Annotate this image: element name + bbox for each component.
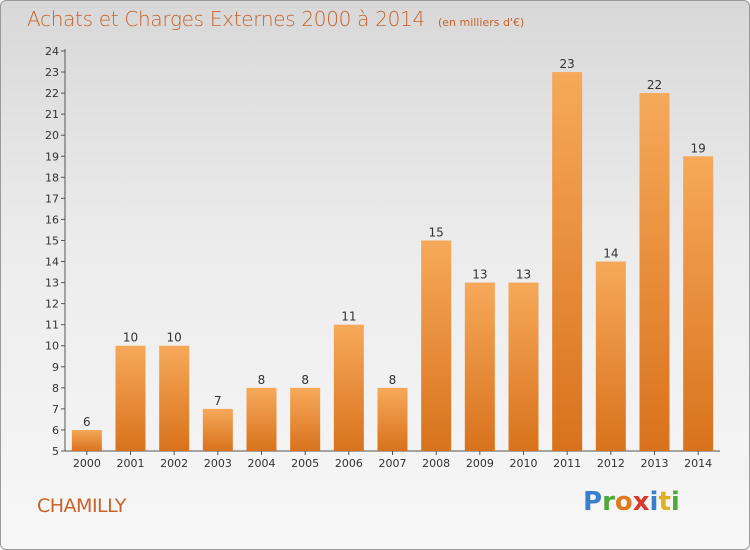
data-label: 10 bbox=[167, 331, 182, 345]
data-label: 8 bbox=[258, 373, 266, 387]
data-label: 22 bbox=[647, 78, 662, 92]
data-label: 11 bbox=[341, 310, 356, 324]
data-label: 19 bbox=[691, 141, 706, 155]
data-label: 7 bbox=[214, 394, 222, 408]
y-tick-label: 8 bbox=[52, 382, 59, 395]
x-tick-label: 2012 bbox=[597, 457, 625, 470]
bar bbox=[333, 324, 364, 451]
data-label: 10 bbox=[123, 331, 138, 345]
x-tick-label: 2000 bbox=[73, 457, 101, 470]
bar bbox=[421, 240, 452, 451]
y-tick-label: 18 bbox=[45, 171, 59, 184]
bar bbox=[639, 93, 670, 452]
proxiti-logo: Proxiti bbox=[583, 487, 680, 517]
y-tick-label: 11 bbox=[45, 319, 59, 332]
x-tick-label: 2005 bbox=[291, 457, 319, 470]
data-label: 13 bbox=[516, 268, 531, 282]
y-tick-label: 14 bbox=[45, 256, 59, 269]
x-tick-label: 2003 bbox=[204, 457, 232, 470]
bar bbox=[71, 429, 102, 451]
y-tick-label: 23 bbox=[45, 66, 59, 79]
x-tick-label: 2006 bbox=[335, 457, 363, 470]
x-tick-label: 2007 bbox=[379, 457, 407, 470]
data-label: 6 bbox=[83, 415, 91, 429]
y-tick-label: 22 bbox=[45, 87, 59, 100]
y-tick-label: 6 bbox=[52, 424, 59, 437]
y-tick-label: 9 bbox=[52, 361, 59, 374]
y-tick-label: 13 bbox=[45, 277, 59, 290]
logo-letter: i bbox=[649, 487, 659, 517]
bar bbox=[115, 345, 146, 451]
chart-unit: (en milliers d'€) bbox=[437, 16, 525, 29]
logo-letter: P bbox=[583, 487, 603, 517]
bar bbox=[377, 387, 408, 451]
data-label: 13 bbox=[472, 268, 487, 282]
bar bbox=[246, 387, 277, 451]
bar bbox=[508, 282, 539, 451]
y-tick-label: 7 bbox=[52, 403, 59, 416]
logo-letter: t bbox=[658, 487, 671, 517]
x-tick-label: 2009 bbox=[466, 457, 494, 470]
y-tick-label: 12 bbox=[45, 298, 59, 311]
bar bbox=[202, 408, 233, 451]
x-tick-label: 2004 bbox=[248, 457, 276, 470]
y-tick-label: 5 bbox=[52, 445, 59, 458]
bar bbox=[552, 72, 583, 451]
x-tick-label: 2010 bbox=[510, 457, 538, 470]
y-tick-label: 15 bbox=[45, 234, 59, 247]
y-tick-label: 20 bbox=[45, 129, 59, 142]
chart-title: Achats et Charges Externes 2000 à 2014 bbox=[27, 7, 425, 31]
bar bbox=[290, 387, 321, 451]
y-tick-label: 19 bbox=[45, 150, 59, 163]
bar bbox=[683, 156, 714, 451]
logo-letter: i bbox=[670, 487, 680, 517]
x-tick-label: 2013 bbox=[641, 457, 669, 470]
x-tick-label: 2014 bbox=[684, 457, 712, 470]
data-label: 23 bbox=[560, 57, 575, 71]
data-label: 8 bbox=[389, 373, 397, 387]
bar bbox=[595, 261, 626, 451]
commune-name: CHAMILLY bbox=[37, 495, 126, 517]
y-tick-label: 16 bbox=[45, 213, 59, 226]
x-tick-label: 2002 bbox=[160, 457, 188, 470]
data-label: 8 bbox=[301, 373, 309, 387]
y-tick-label: 24 bbox=[45, 45, 59, 58]
x-tick-label: 2011 bbox=[553, 457, 581, 470]
bar bbox=[159, 345, 190, 451]
logo-letter: o bbox=[614, 487, 633, 517]
logo-letter: r bbox=[602, 487, 615, 517]
y-tick-label: 21 bbox=[45, 108, 59, 121]
x-tick-label: 2008 bbox=[422, 457, 450, 470]
y-tick-label: 10 bbox=[45, 340, 59, 353]
x-tick-label: 2001 bbox=[117, 457, 145, 470]
logo-letter: x bbox=[632, 487, 650, 517]
data-label: 14 bbox=[603, 247, 618, 261]
chart-header: Achats et Charges Externes 2000 à 2014 (… bbox=[27, 7, 524, 31]
data-label: 15 bbox=[429, 225, 444, 239]
bar bbox=[464, 282, 495, 451]
y-tick-label: 17 bbox=[45, 192, 59, 205]
